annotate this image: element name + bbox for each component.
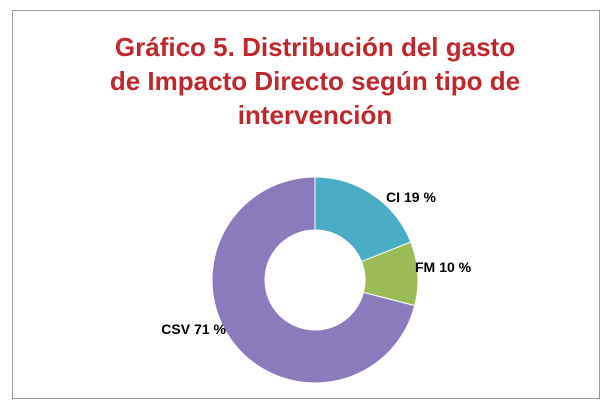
chart-title: Gráfico 5. Distribución del gasto de Imp… [109,32,521,130]
category-label: FM [415,259,435,275]
category-label: CI [386,189,400,205]
value-label: 10 % [439,259,471,275]
value-label: 71 % [194,321,226,337]
category-label: CSV [161,321,190,337]
data-label: FM 10 % [415,259,472,275]
donut-slice [211,176,416,384]
data-label: CI 19 % [386,189,436,205]
value-label: 19 % [404,189,436,205]
data-label: CSV 71 % [161,321,226,337]
